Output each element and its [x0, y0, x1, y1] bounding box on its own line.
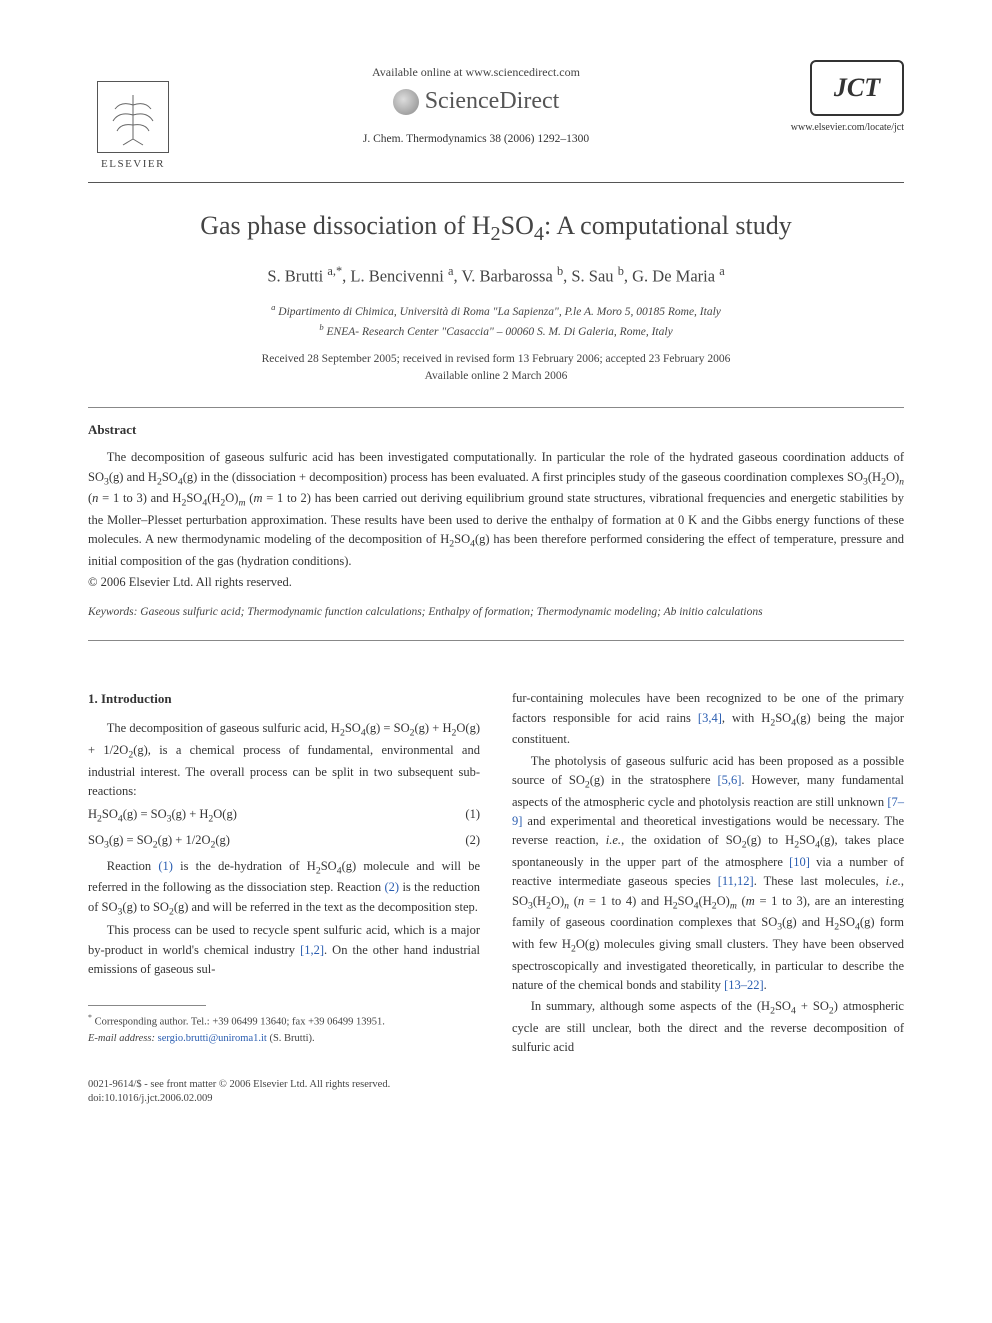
intro-p4: fur-containing molecules have been recog…	[512, 689, 904, 749]
article-title: Gas phase dissociation of H2SO4: A compu…	[88, 211, 904, 246]
affiliations: a Dipartimento di Chimica, Università di…	[88, 301, 904, 341]
header-row: ELSEVIER Available online at www.science…	[88, 60, 904, 170]
sciencedirect-icon	[393, 89, 419, 115]
footnote: * Corresponding author. Tel.: +39 06499 …	[88, 1012, 480, 1046]
intro-heading: 1. Introduction	[88, 689, 480, 709]
available-online-text: Available online at www.sciencedirect.co…	[178, 65, 774, 80]
left-column: 1. Introduction The decomposition of gas…	[88, 689, 480, 1059]
keywords: Keywords: Gaseous sulfuric acid; Thermod…	[88, 606, 904, 618]
equation-2: SO3(g) = SO2(g) + 1/2O2(g) (2)	[88, 831, 480, 853]
keywords-label: Keywords:	[88, 606, 137, 618]
elsevier-name: ELSEVIER	[101, 158, 165, 170]
abstract-heading: Abstract	[88, 422, 904, 438]
footnote-rule	[88, 1005, 206, 1006]
intro-p6: In summary, although some aspects of the…	[512, 997, 904, 1057]
intro-p5: The photolysis of gaseous sulfuric acid …	[512, 752, 904, 996]
intro-p2: Reaction (1) is the de-hydration of H2SO…	[88, 857, 480, 920]
email-person: (S. Brutti).	[269, 1033, 314, 1044]
keywords-list: Gaseous sulfuric acid; Thermodynamic fun…	[140, 606, 762, 618]
authors: S. Brutti a,*, L. Bencivenni a, V. Barba…	[88, 264, 904, 287]
jct-logo: JCT	[810, 60, 904, 116]
email-line: E-mail address: sergio.brutti@uniroma1.i…	[88, 1031, 480, 1047]
corresponding-author: * Corresponding author. Tel.: +39 06499 …	[88, 1012, 480, 1030]
abstract-text: The decomposition of gaseous sulfuric ac…	[88, 448, 904, 571]
footer-line2: doi:10.1016/j.jct.2006.02.009	[88, 1092, 904, 1107]
copyright: © 2006 Elsevier Ltd. All rights reserved…	[88, 575, 904, 590]
abstract-rule-top	[88, 407, 904, 408]
affiliation-b: b ENEA- Research Center "Casaccia" – 000…	[88, 321, 904, 341]
intro-p1: The decomposition of gaseous sulfuric ac…	[88, 719, 480, 801]
jct-text: JCT	[834, 73, 880, 103]
equation-2-body: SO3(g) = SO2(g) + 1/2O2(g)	[88, 831, 230, 853]
center-header: Available online at www.sciencedirect.co…	[178, 60, 774, 145]
equation-1: H2SO4(g) = SO3(g) + H2O(g) (1)	[88, 805, 480, 827]
intro-p3: This process can be used to recycle spen…	[88, 921, 480, 979]
journal-box: JCT www.elsevier.com/locate/jct	[774, 60, 904, 133]
footer: 0021-9614/$ - see front matter © 2006 El…	[88, 1078, 904, 1107]
email-address[interactable]: sergio.brutti@uniroma1.it	[158, 1033, 267, 1044]
footer-line1: 0021-9614/$ - see front matter © 2006 El…	[88, 1078, 904, 1093]
sciencedirect-text: ScienceDirect	[425, 88, 560, 115]
body-columns: 1. Introduction The decomposition of gas…	[88, 689, 904, 1059]
affiliation-a: a Dipartimento di Chimica, Università di…	[88, 301, 904, 321]
elsevier-tree-icon	[97, 81, 169, 153]
online-date: Available online 2 March 2006	[88, 368, 904, 385]
right-column: fur-containing molecules have been recog…	[512, 689, 904, 1059]
abstract-rule-bottom	[88, 640, 904, 641]
elsevier-logo: ELSEVIER	[88, 70, 178, 170]
citation-line: J. Chem. Thermodynamics 38 (2006) 1292–1…	[178, 133, 774, 145]
header-rule	[88, 182, 904, 183]
dates: Received 28 September 2005; received in …	[88, 351, 904, 386]
equation-2-number: (2)	[465, 831, 480, 853]
journal-url: www.elsevier.com/locate/jct	[774, 122, 904, 133]
equation-1-body: H2SO4(g) = SO3(g) + H2O(g)	[88, 805, 237, 827]
page: ELSEVIER Available online at www.science…	[0, 0, 992, 1167]
sciencedirect-logo: ScienceDirect	[178, 88, 774, 115]
abstract-body: The decomposition of gaseous sulfuric ac…	[88, 448, 904, 571]
received-date: Received 28 September 2005; received in …	[88, 351, 904, 368]
equation-1-number: (1)	[465, 805, 480, 827]
email-label: E-mail address:	[88, 1033, 155, 1044]
